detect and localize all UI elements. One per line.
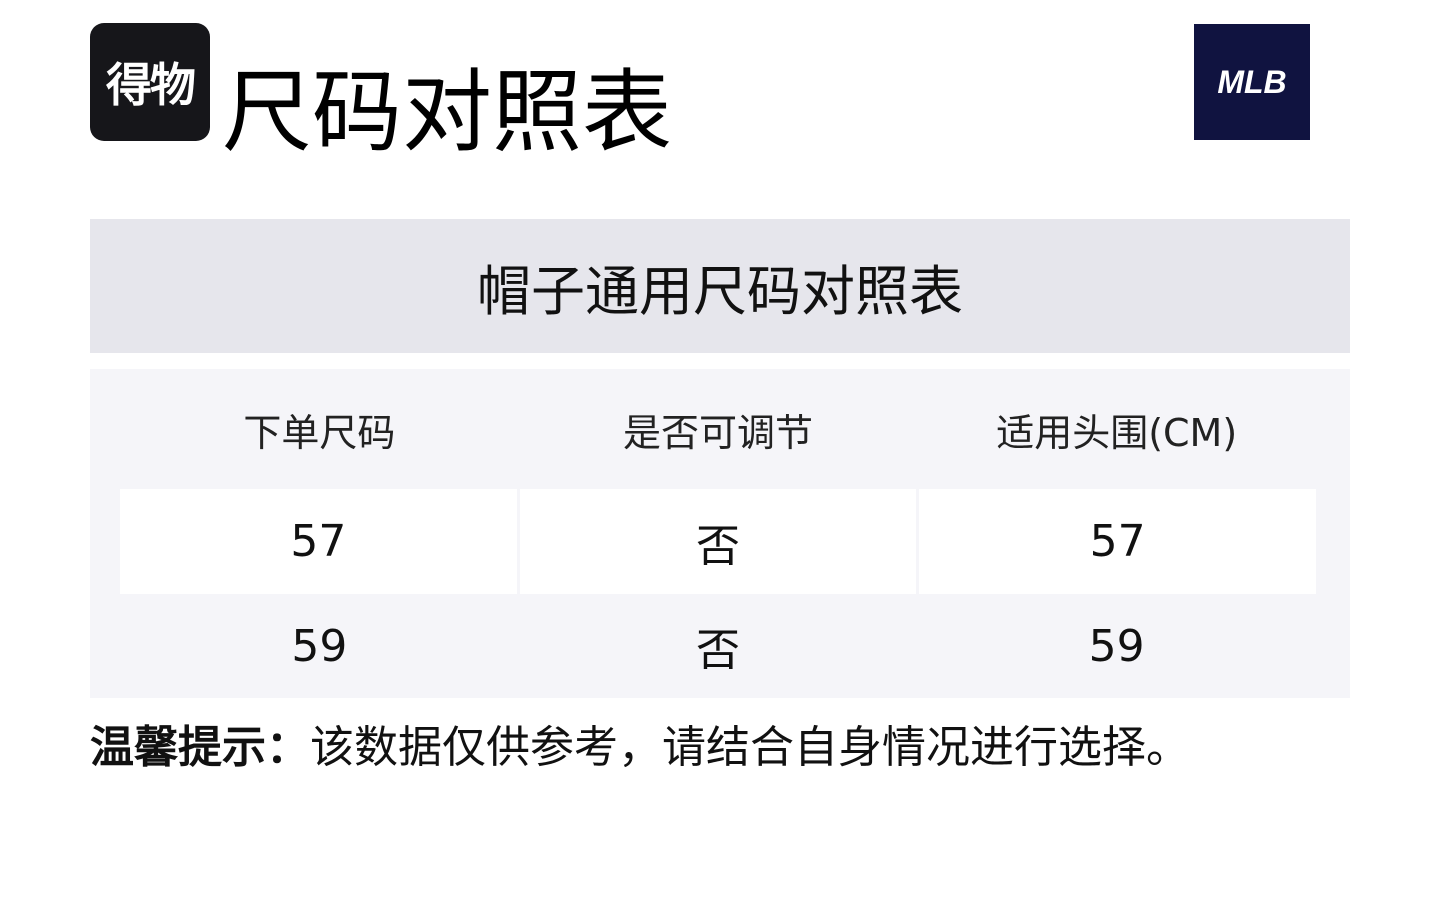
dewu-logo: 得物 bbox=[90, 23, 210, 141]
page-title: 尺码对照表 bbox=[222, 60, 672, 165]
table-cell: 59 bbox=[291, 620, 348, 672]
table-cell: 59 bbox=[1088, 620, 1145, 672]
tip-label: 温馨提示： bbox=[90, 722, 310, 773]
header-cell: 适用头围(CM) bbox=[996, 410, 1238, 455]
size-table: 下单尺码 是否可调节 适用头围(CM) 57 否 57 59 否 59 bbox=[90, 369, 1350, 698]
table-cell: 57 bbox=[120, 489, 517, 594]
table-row: 59 否 59 bbox=[120, 594, 1316, 698]
table-caption: 帽子通用尺码对照表 bbox=[90, 219, 1350, 353]
table-cell: 否 bbox=[519, 489, 917, 594]
mlb-logo: MLB bbox=[1194, 24, 1310, 140]
table-row: 57 否 57 bbox=[120, 489, 1317, 594]
header-cell: 下单尺码 bbox=[243, 410, 396, 455]
tip-note: 温馨提示：该数据仅供参考，请结合自身情况进行选择。 bbox=[90, 720, 1190, 776]
header-cell: 是否可调节 bbox=[623, 410, 814, 455]
table-cell: 否 bbox=[696, 625, 740, 676]
tip-text: 该数据仅供参考，请结合自身情况进行选择。 bbox=[310, 722, 1190, 773]
table-header-row: 下单尺码 是否可调节 适用头围(CM) bbox=[120, 369, 1316, 489]
table-cell: 57 bbox=[919, 489, 1317, 594]
